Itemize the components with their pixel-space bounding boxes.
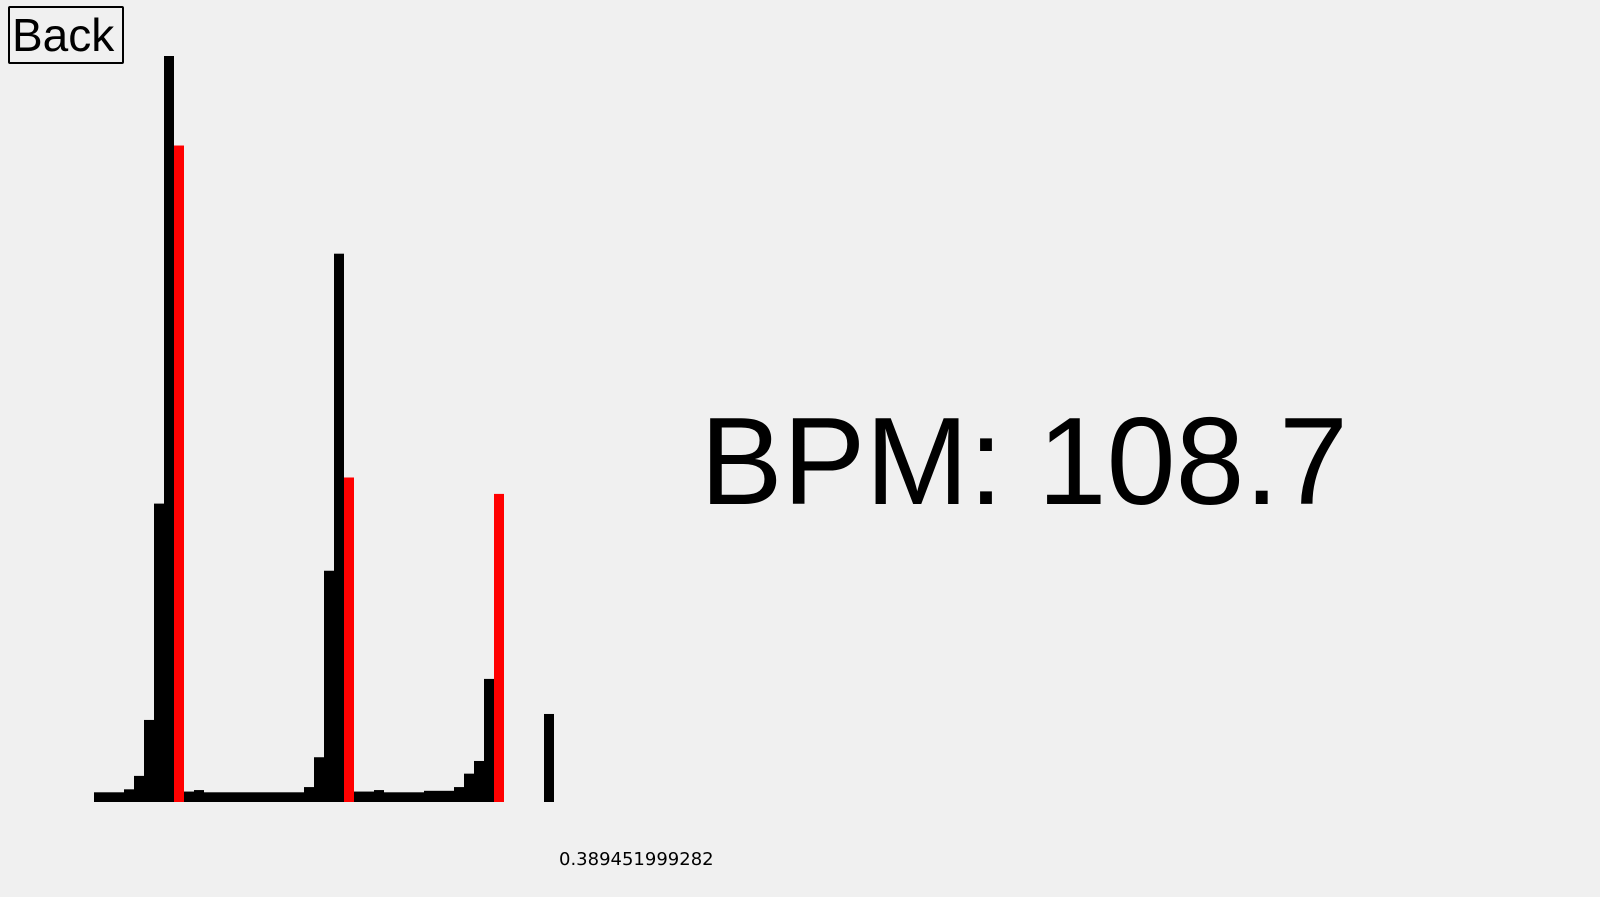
bar-39 xyxy=(484,678,494,802)
bar-2 xyxy=(114,792,124,802)
back-button[interactable]: Back xyxy=(8,6,124,64)
bar-14 xyxy=(234,792,244,802)
bpm-display: BPM: 108.7 xyxy=(700,393,1348,531)
bar-34 xyxy=(434,790,444,802)
bar-3 xyxy=(124,789,134,802)
bar-33 xyxy=(424,790,434,802)
bar-20 xyxy=(294,792,304,802)
bar-1 xyxy=(104,792,114,802)
bar-17 xyxy=(264,792,274,802)
bar-26 xyxy=(354,791,364,802)
bar-45 xyxy=(544,713,554,802)
bar-18 xyxy=(274,792,284,802)
bar-35 xyxy=(444,790,454,802)
bar-23 xyxy=(324,570,334,802)
peak-bar-8 xyxy=(174,145,184,802)
bar-0 xyxy=(94,792,104,802)
bar-27 xyxy=(364,791,374,802)
bar-19 xyxy=(284,792,294,802)
bar-29 xyxy=(384,792,394,802)
bar-15 xyxy=(244,792,254,802)
bar-7 xyxy=(164,56,174,802)
bar-32 xyxy=(414,792,424,802)
bar-37 xyxy=(464,773,474,802)
bar-10 xyxy=(194,790,204,802)
bar-36 xyxy=(454,787,464,802)
bar-5 xyxy=(144,719,154,802)
bar-31 xyxy=(404,792,414,802)
bar-6 xyxy=(154,503,164,802)
bar-9 xyxy=(184,791,194,802)
value-readout: 0.389451999282 xyxy=(559,849,714,870)
bar-30 xyxy=(394,792,404,802)
bar-21 xyxy=(304,787,314,802)
bar-11 xyxy=(204,792,214,802)
peak-bar-25 xyxy=(344,477,354,802)
bar-24 xyxy=(334,253,344,802)
bar-12 xyxy=(214,792,224,802)
peak-bar-40 xyxy=(494,493,504,802)
bar-38 xyxy=(474,760,484,802)
bar-16 xyxy=(254,792,264,802)
bar-28 xyxy=(374,790,384,802)
bar-22 xyxy=(314,757,324,802)
bar-13 xyxy=(224,792,234,802)
bar-4 xyxy=(134,775,144,802)
